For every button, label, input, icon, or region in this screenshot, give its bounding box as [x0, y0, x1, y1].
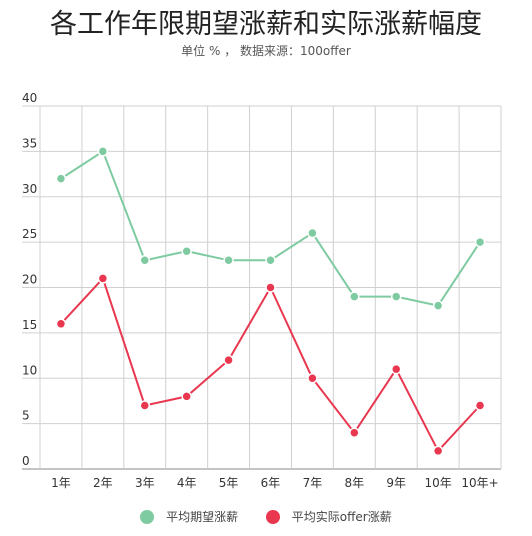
y-tick-label: 20	[22, 273, 37, 287]
x-tick-label: 10年+	[461, 476, 498, 490]
legend-label-expected: 平均期望涨薪	[166, 510, 239, 524]
line-chart: 0 5 10 15 20 25 30 35 40 1年 2年 3年 4年 5年 6年 7年 8年 9年 10年 10…	[22, 91, 502, 490]
y-tick-label: 0	[22, 454, 30, 468]
x-tick-label: 7年	[303, 476, 323, 490]
data-point[interactable]	[55, 318, 67, 330]
data-point[interactable]	[181, 245, 192, 257]
data-point[interactable]	[390, 291, 402, 302]
x-tick-label: 1年	[51, 476, 71, 490]
y-tick-label: 25	[22, 227, 37, 241]
data-point[interactable]	[349, 291, 360, 302]
data-point[interactable]	[223, 354, 234, 366]
y-tick-label: 40	[22, 91, 37, 105]
y-tick-label: 10	[22, 363, 37, 377]
x-tick-label: 10年	[424, 476, 451, 490]
data-point[interactable]	[307, 373, 318, 384]
legend-label-actual: 平均实际offer涨薪	[291, 510, 392, 524]
grid-lines	[22, 105, 502, 470]
data-point[interactable]	[390, 363, 402, 375]
x-tick-label: 5年	[219, 476, 239, 490]
data-point[interactable]	[307, 227, 318, 239]
legend-marker-expected	[140, 509, 155, 524]
data-point[interactable]	[223, 255, 234, 266]
legend: 平均期望涨薪 平均实际offer涨薪	[0, 508, 532, 525]
data-point[interactable]	[349, 427, 360, 438]
data-point[interactable]	[474, 400, 486, 411]
y-tick-label: 35	[22, 136, 37, 150]
legend-item-actual[interactable]: 平均实际offer涨薪	[265, 508, 392, 525]
x-tick-label: 2年	[93, 476, 113, 490]
data-point[interactable]	[181, 391, 192, 402]
data-point[interactable]	[474, 236, 486, 248]
data-point[interactable]	[139, 255, 151, 266]
data-point[interactable]	[97, 273, 109, 284]
data-point[interactable]	[55, 173, 67, 184]
x-tick-label: 3年	[135, 476, 155, 490]
data-point[interactable]	[432, 300, 444, 311]
x-tick-label: 8年	[344, 476, 364, 490]
y-tick-label: 5	[22, 409, 30, 423]
data-point[interactable]	[97, 146, 109, 157]
data-point[interactable]	[139, 400, 151, 411]
x-tick-label: 4年	[177, 476, 197, 490]
y-tick-label: 15	[22, 318, 37, 332]
series-points	[55, 146, 486, 457]
chart-subtitle: 单位 % ， 数据来源：100offer	[181, 44, 351, 58]
x-axis: 1年 2年 3年 4年 5年 6年 7年 8年 9年 10年 10年+	[51, 476, 499, 490]
data-point[interactable]	[265, 255, 276, 266]
legend-marker-actual	[265, 509, 280, 524]
data-point[interactable]	[432, 445, 444, 457]
data-point[interactable]	[265, 282, 276, 293]
legend-item-expected[interactable]: 平均期望涨薪	[140, 508, 238, 525]
x-tick-label: 6年	[261, 476, 281, 490]
x-tick-label: 9年	[386, 476, 406, 490]
y-axis: 0 5 10 15 20 25 30 35 40	[22, 91, 37, 468]
chart-title: 各工作年限期望涨薪和实际涨薪幅度	[50, 9, 482, 40]
y-tick-label: 30	[22, 182, 37, 196]
